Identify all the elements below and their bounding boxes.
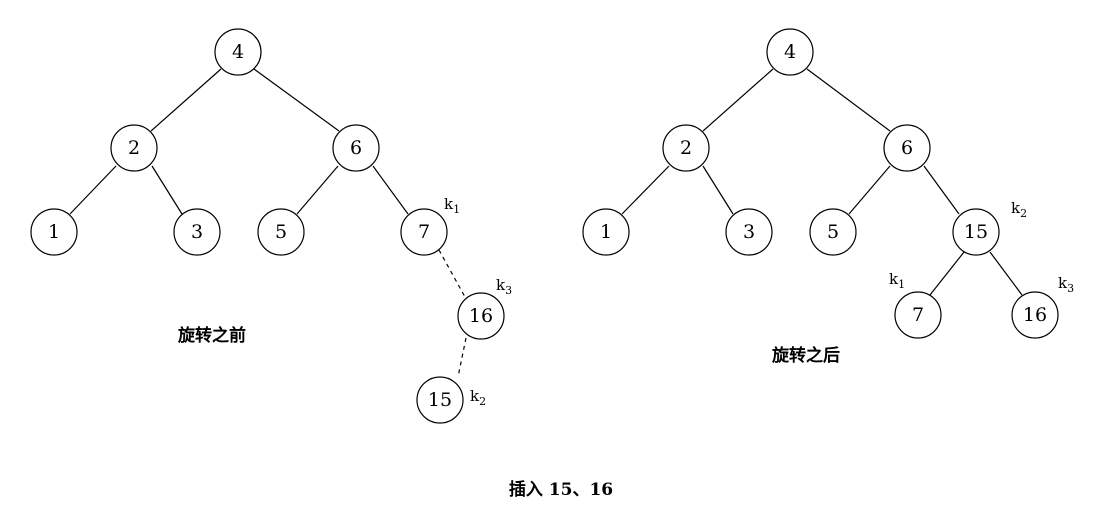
k-subscript: 1	[453, 203, 460, 216]
node-6-before: 6	[332, 124, 380, 172]
node-2-before: 2	[110, 124, 158, 172]
k2-label-before: k2	[470, 387, 486, 408]
k-subscript: 2	[479, 395, 486, 408]
node-label: 6	[901, 137, 913, 159]
k1-label-after: k1	[889, 270, 905, 291]
edge-6-7-before	[372, 165, 409, 215]
edge-2-1-before	[69, 165, 117, 215]
edge-2-3-after	[702, 165, 734, 215]
edge-2-1-after	[621, 165, 670, 215]
k-subscript: 3	[1067, 282, 1074, 295]
edge-15-16-after	[989, 251, 1023, 296]
k-subscript: 2	[1020, 207, 1027, 220]
k-letter: k	[496, 276, 506, 294]
figure-caption: 插入 15、16	[509, 479, 613, 500]
node-label: 5	[827, 221, 839, 243]
node-16-after: 16	[1011, 291, 1059, 339]
node-4-after: 4	[766, 28, 814, 76]
tree-before-rotation: 4 2 6 1 3 5 7 16	[30, 28, 512, 424]
node-5-after: 5	[809, 208, 857, 256]
node-label: 3	[191, 221, 203, 243]
node-3-after: 3	[725, 208, 773, 256]
node-label: 7	[912, 304, 924, 326]
node-label: 7	[418, 221, 430, 243]
node-5-before: 5	[257, 208, 305, 256]
k-letter: k	[444, 195, 454, 213]
k3-label-before: k3	[496, 276, 512, 297]
edge-15-7-after	[929, 251, 965, 296]
tree-after-rotation: 4 2 6 1 3 5 15 7	[582, 28, 1074, 366]
edge-2-3-before	[151, 165, 183, 215]
node-label: 16	[1023, 304, 1047, 326]
caption-before: 旋转之前	[177, 325, 246, 346]
node-6-after: 6	[883, 124, 931, 172]
node-label: 2	[128, 137, 140, 159]
k-letter: k	[1011, 199, 1021, 217]
node-7-after: 7	[894, 291, 942, 339]
k3-label-after: k3	[1058, 274, 1074, 295]
node-2-after: 2	[662, 124, 710, 172]
node-3-before: 3	[173, 208, 221, 256]
edge-6-5-after	[848, 165, 891, 215]
k-subscript: 3	[505, 284, 512, 297]
node-label: 4	[232, 41, 244, 63]
node-7-before: 7	[400, 208, 448, 256]
edge-4-2-after	[702, 68, 774, 132]
node-15-after: 15	[952, 208, 1000, 256]
k1-label-before: k1	[444, 195, 460, 216]
edge-16-15-dashed	[457, 337, 467, 378]
node-4-before: 4	[214, 28, 262, 76]
node-label: 16	[469, 305, 493, 327]
node-label: 4	[784, 41, 796, 63]
node-15-before: 15	[416, 376, 464, 424]
edge-6-5-before	[296, 165, 339, 215]
node-label: 15	[428, 389, 452, 411]
node-label: 2	[680, 137, 692, 159]
node-label: 1	[48, 221, 60, 243]
k-letter: k	[889, 270, 899, 288]
node-label: 6	[350, 137, 362, 159]
edge-6-15-after	[923, 165, 960, 215]
k2-label-after: k2	[1011, 199, 1027, 220]
k-letter: k	[470, 387, 480, 405]
k-letter: k	[1058, 274, 1068, 292]
edge-4-6-after	[806, 68, 891, 132]
edge-7-16-dashed	[438, 249, 466, 298]
node-label: 1	[600, 221, 612, 243]
node-label: 3	[743, 221, 755, 243]
caption-after: 旋转之后	[771, 345, 840, 366]
node-label: 5	[275, 221, 287, 243]
node-label: 15	[964, 221, 988, 243]
edge-4-2-before	[150, 68, 222, 132]
node-1-after: 1	[582, 208, 630, 256]
node-1-before: 1	[30, 208, 78, 256]
edge-4-6-before	[253, 68, 340, 132]
node-16-before: 16	[457, 292, 505, 340]
k-subscript: 1	[898, 278, 905, 291]
